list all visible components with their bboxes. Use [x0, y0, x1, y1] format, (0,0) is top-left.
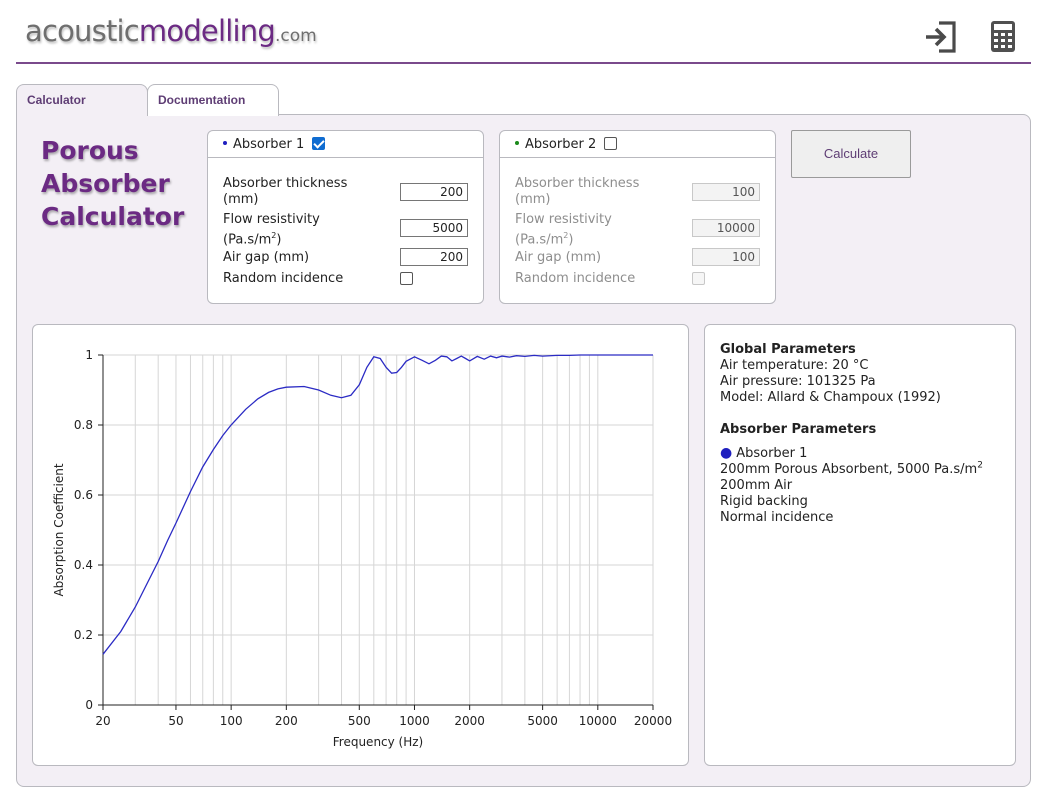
absorber1-panel: Absorber 1 Absorber thickness (mm) 200 Fl… — [207, 130, 484, 304]
app-header: acousticmodelling.com — [0, 0, 1045, 64]
parameters-panel: Global Parameters Air temperature: 20 °C… — [704, 324, 1016, 766]
y-axis-label: Absorption Coefficient — [52, 463, 66, 596]
air-pressure-text: Air pressure: 101325 Pa — [720, 374, 876, 389]
x-tick-label: 50 — [168, 714, 183, 728]
info-absorber-line4: Normal incidence — [720, 510, 834, 525]
info-absorber-line1: 200mm Porous Absorbent, 5000 Pa.s/m2 — [720, 460, 983, 477]
absorption-chart: 0 0.2 0.4 0.6 0.8 1 20 50 100 200 500 1000 2000 5000 1… — [52, 348, 672, 749]
x-tick-label: 2000 — [454, 714, 485, 728]
absorber1-name: Absorber 1 — [233, 137, 305, 152]
y-tick-label: 0.6 — [74, 488, 93, 502]
x-tick-label: 1000 — [399, 714, 430, 728]
y-tick-label: 0.8 — [74, 418, 93, 432]
x-tick-label: 200 — [275, 714, 298, 728]
y-tick-label: 1 — [85, 348, 93, 362]
x-tick-label: 10000 — [579, 714, 617, 728]
absorber1-enable-checkbox[interactable] — [312, 137, 326, 150]
absorber1-flow-label: Flow resistivity (Pa.s/m2) — [223, 212, 320, 248]
info-absorber-line2: 200mm Air — [720, 478, 793, 493]
air-temperature-text: Air temperature: 20 °C — [720, 358, 869, 373]
series-line-absorber-1 — [102, 354, 653, 655]
global-parameters-heading: Global Parameters — [720, 342, 856, 357]
absorber2-enable-checkbox[interactable] — [604, 137, 618, 150]
x-tick-label: 20 — [95, 714, 110, 728]
absorber2-thickness-label: Absorber thickness (mm) — [515, 176, 640, 207]
absorber2-color-dot-icon — [515, 140, 519, 145]
x-tick-label: 100 — [220, 714, 243, 728]
absorber2-random-label: Random incidence — [515, 271, 636, 286]
absorber2-flow-label: Flow resistivity (Pa.s/m2) — [515, 212, 612, 248]
absorber1-header: Absorber 1 — [208, 131, 483, 158]
x-tick-label: 500 — [348, 714, 371, 728]
absorber2-random-checkbox[interactable] — [692, 272, 705, 285]
absorber2-flow-input[interactable]: 10000 — [692, 219, 760, 237]
page-title: Porous Absorber Calculator — [41, 136, 185, 231]
calculator-icon[interactable] — [990, 20, 1016, 53]
absorber2-airgap-label: Air gap (mm) — [515, 250, 602, 265]
absorber1-random-label: Random incidence — [223, 271, 344, 286]
y-tick-label: 0.4 — [74, 558, 93, 572]
site-logo[interactable]: acousticmodelling.com — [25, 14, 317, 48]
info-absorber-line3: Rigid backing — [720, 494, 808, 509]
tab-documentation[interactable]: Documentation — [147, 84, 279, 116]
absorber2-airgap-input[interactable]: 100 — [692, 248, 760, 266]
y-tick-label: 0 — [85, 698, 93, 712]
absorber1-thickness-label: Absorber thickness (mm) — [223, 176, 348, 207]
absorber-parameters-heading: Absorber Parameters — [720, 422, 877, 437]
absorber1-thickness-input[interactable]: 200 — [400, 183, 468, 201]
tab-calculator[interactable]: Calculator — [16, 84, 148, 116]
absorber2-panel: Absorber 2 Absorber thickness (mm) 100 Fl… — [499, 130, 776, 304]
y-tick-label: 0.2 — [74, 628, 93, 642]
absorption-chart-panel: 0 0.2 0.4 0.6 0.8 1 20 50 100 200 500 1000 2000 5000 1… — [32, 324, 689, 766]
info-absorber-name: Absorber 1 — [736, 446, 808, 461]
absorber1-airgap-input[interactable]: 200 — [400, 248, 468, 266]
absorber1-random-checkbox[interactable] — [400, 272, 413, 285]
x-tick-label: 5000 — [527, 714, 558, 728]
info-absorber-row: ● Absorber 1 — [720, 445, 1015, 462]
absorber2-header: Absorber 2 — [500, 131, 775, 158]
absorber2-thickness-input[interactable]: 100 — [692, 183, 760, 201]
model-text: Model: Allard & Champoux (1992) — [720, 390, 941, 405]
absorber1-flow-input[interactable]: 5000 — [400, 219, 468, 237]
sign-in-icon[interactable] — [923, 20, 959, 54]
calculate-button[interactable]: Calculate — [791, 130, 911, 178]
absorber2-name: Absorber 2 — [525, 137, 597, 152]
header-divider — [16, 62, 1031, 64]
info-absorber-dot-icon: ● — [720, 445, 733, 461]
x-tick-label: 20000 — [634, 714, 672, 728]
absorber1-color-dot-icon — [223, 140, 227, 145]
absorber1-airgap-label: Air gap (mm) — [223, 250, 310, 265]
x-axis-label: Frequency (Hz) — [333, 735, 424, 749]
